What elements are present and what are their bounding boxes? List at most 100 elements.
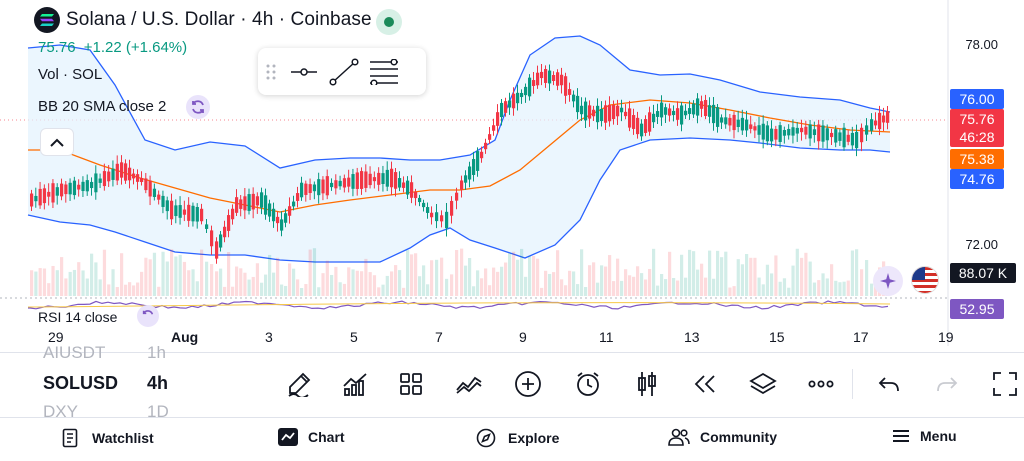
volume-bar: [440, 257, 444, 296]
candle: [532, 80, 536, 86]
candle: [182, 209, 187, 215]
brush-icon[interactable]: [282, 367, 316, 401]
candle: [124, 163, 128, 181]
volume-bar: [107, 284, 111, 296]
collapse-legend-button[interactable]: [40, 128, 74, 156]
nav-explore[interactable]: Explore: [476, 428, 559, 448]
volume-bar: [292, 268, 296, 296]
volume-bar: [85, 278, 89, 296]
candle: [239, 199, 243, 209]
bb-basis-tag: 75.38: [950, 149, 1004, 169]
rsi-indicator-label[interactable]: RSI 14 close: [38, 309, 117, 325]
volume-bar: [644, 279, 648, 296]
bollinger-indicator-label[interactable]: BB 20 SMA close 2: [38, 98, 167, 115]
volume-bar: [692, 251, 696, 296]
volume-bar: [724, 251, 728, 296]
volume-bar: [664, 279, 668, 296]
candle-type-icon[interactable]: [630, 367, 664, 401]
volume-bar: [317, 287, 321, 296]
layout-icon[interactable]: [394, 367, 428, 401]
volume-bar: [795, 248, 799, 296]
volume-indicator-label[interactable]: Vol · SOL: [38, 66, 103, 83]
volume-bar: [312, 248, 317, 296]
volume-bar: [544, 270, 548, 296]
indicators-icon[interactable]: [338, 367, 372, 401]
volume-bar: [528, 256, 532, 296]
symbol-option[interactable]: DXY 1D: [43, 402, 169, 422]
candle: [360, 171, 364, 189]
layers-icon[interactable]: [746, 367, 780, 401]
candle: [94, 173, 98, 193]
candle: [312, 184, 317, 192]
volume-bar: [178, 254, 182, 296]
chevron-up-icon: [50, 138, 64, 147]
volume-bar: [624, 269, 628, 296]
horizontal-ray-icon[interactable]: [284, 52, 324, 92]
volume-bar: [834, 280, 838, 296]
candle: [372, 177, 377, 182]
volume-bar: [576, 284, 580, 296]
nav-menu[interactable]: Menu: [892, 428, 957, 444]
candle: [688, 108, 692, 114]
candle: [460, 180, 464, 190]
candle: [736, 119, 740, 127]
volume-bar: [676, 280, 680, 296]
candle: [860, 127, 864, 143]
candle: [398, 178, 402, 188]
candle: [394, 172, 398, 189]
nav-watchlist[interactable]: Watchlist: [62, 428, 154, 448]
candle: [161, 195, 165, 207]
last-price-tag: 75.76 46:28: [950, 109, 1004, 147]
volume-bar: [276, 257, 280, 296]
undo-icon[interactable]: [872, 367, 906, 401]
nav-community[interactable]: Community: [668, 428, 777, 446]
last-price: 75.76: [38, 39, 76, 56]
volume-bar: [492, 267, 496, 296]
candle: [846, 134, 850, 142]
volume-bar: [672, 278, 676, 296]
fib-levels-icon[interactable]: [364, 52, 404, 92]
trend-line-icon[interactable]: [324, 52, 364, 92]
candle: [304, 183, 308, 195]
add-icon[interactable]: [511, 367, 545, 401]
candle: [568, 89, 572, 95]
volume-bar: [288, 263, 292, 296]
candle: [660, 102, 664, 118]
candle: [620, 107, 624, 113]
replay-icon[interactable]: [688, 367, 722, 401]
candle: [264, 195, 268, 215]
us-flag-icon[interactable]: [911, 266, 939, 294]
price-chart[interactable]: [0, 0, 1024, 346]
chart-title[interactable]: Solana / U.S. Dollar · 4h · Coinbase: [66, 9, 372, 30]
fullscreen-icon[interactable]: [988, 367, 1022, 401]
candle: [696, 98, 700, 116]
candle: [402, 182, 406, 188]
volume-bar: [536, 258, 540, 296]
volume-bar: [761, 284, 765, 296]
volume-bar: [140, 271, 144, 296]
symbol-option-selected[interactable]: SOLUSD 4h: [43, 373, 168, 394]
nav-chart[interactable]: Chart: [278, 428, 345, 446]
candle: [540, 71, 544, 79]
candle: [98, 178, 102, 183]
candle: [761, 123, 765, 140]
candle: [243, 196, 247, 211]
candle: [808, 124, 812, 139]
candle: [330, 182, 334, 188]
candle: [42, 188, 47, 204]
candle: [596, 105, 600, 123]
volume-bar: [520, 248, 524, 296]
refresh-icon[interactable]: [137, 305, 159, 327]
candle: [90, 181, 94, 189]
volume-bar: [355, 270, 359, 296]
refresh-icon[interactable]: [186, 95, 210, 119]
symbol-option[interactable]: AIUSDT 1h: [43, 343, 166, 363]
volume-bar: [260, 282, 264, 296]
volume-bar: [560, 279, 564, 296]
sparkle-icon[interactable]: [873, 266, 903, 296]
more-icon[interactable]: [804, 367, 838, 401]
drag-handle-icon[interactable]: [258, 52, 284, 92]
compare-icon[interactable]: [452, 367, 486, 401]
candle: [572, 94, 576, 102]
alert-icon[interactable]: [571, 367, 605, 401]
